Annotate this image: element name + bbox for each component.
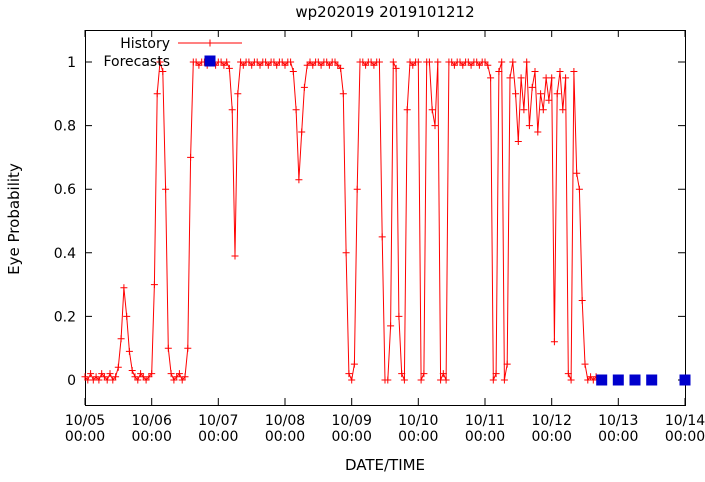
x-tick-label-time: 00:00 (532, 429, 572, 445)
x-tick-label-date: 10/13 (598, 413, 638, 429)
x-tick-label-date: 10/07 (198, 413, 238, 429)
history-markers (81, 58, 600, 384)
forecast-series (596, 374, 691, 386)
chart-title: wp202019 2019101212 (295, 3, 475, 21)
x-tick-label-time: 00:00 (198, 429, 238, 445)
x-tick-label-time: 00:00 (665, 429, 705, 445)
x-tick-label-date: 10/11 (465, 413, 505, 429)
history-line (84, 60, 597, 382)
x-tick-label-time: 00:00 (265, 429, 305, 445)
y-tick-label: 0.4 (54, 246, 76, 262)
y-tick-label: 1 (67, 55, 76, 71)
x-tick-label-time: 00:00 (398, 429, 438, 445)
x-tick-label-date: 10/09 (332, 413, 372, 429)
x-tick-label-date: 10/05 (65, 413, 105, 429)
legend-forecasts-sample-icon (204, 55, 216, 67)
axes (84, 30, 686, 406)
plot-border (85, 30, 686, 406)
x-tick-label-time: 00:00 (465, 429, 505, 445)
forecast-square-marker (679, 374, 691, 386)
y-tick-label: 0.6 (54, 182, 76, 198)
x-tick-label-date: 10/08 (265, 413, 305, 429)
legend-forecasts-label: Forecasts (103, 54, 170, 70)
legend-history-label: History (120, 36, 170, 52)
forecast-square-marker (646, 374, 658, 386)
forecast-square-marker (612, 374, 624, 386)
y-tick-label: 0.8 (54, 119, 76, 135)
x-axis-title: DATE/TIME (344, 456, 426, 474)
x-tick-label-time: 00:00 (598, 429, 638, 445)
legend-history-sample-icon (178, 39, 242, 47)
x-tick-label-time: 00:00 (332, 429, 372, 445)
tick-marks (84, 30, 686, 405)
forecast-square-marker (629, 374, 641, 386)
x-tick-label-date: 10/06 (132, 413, 172, 429)
history-series (81, 58, 600, 384)
x-tick-label-date: 10/14 (665, 413, 705, 429)
legend: History Forecasts (103, 36, 242, 70)
x-tick-label-time: 00:00 (132, 429, 172, 445)
x-tick-label-date: 10/10 (398, 413, 438, 429)
tick-labels: 10/0500:0010/0600:0010/0700:0010/0800:00… (54, 55, 705, 445)
x-tick-label-date: 10/12 (532, 413, 572, 429)
x-tick-label-time: 00:00 (65, 429, 105, 445)
y-tick-label: 0.2 (54, 309, 76, 325)
forecast-square-marker (596, 374, 608, 386)
y-tick-label: 0 (67, 373, 76, 389)
